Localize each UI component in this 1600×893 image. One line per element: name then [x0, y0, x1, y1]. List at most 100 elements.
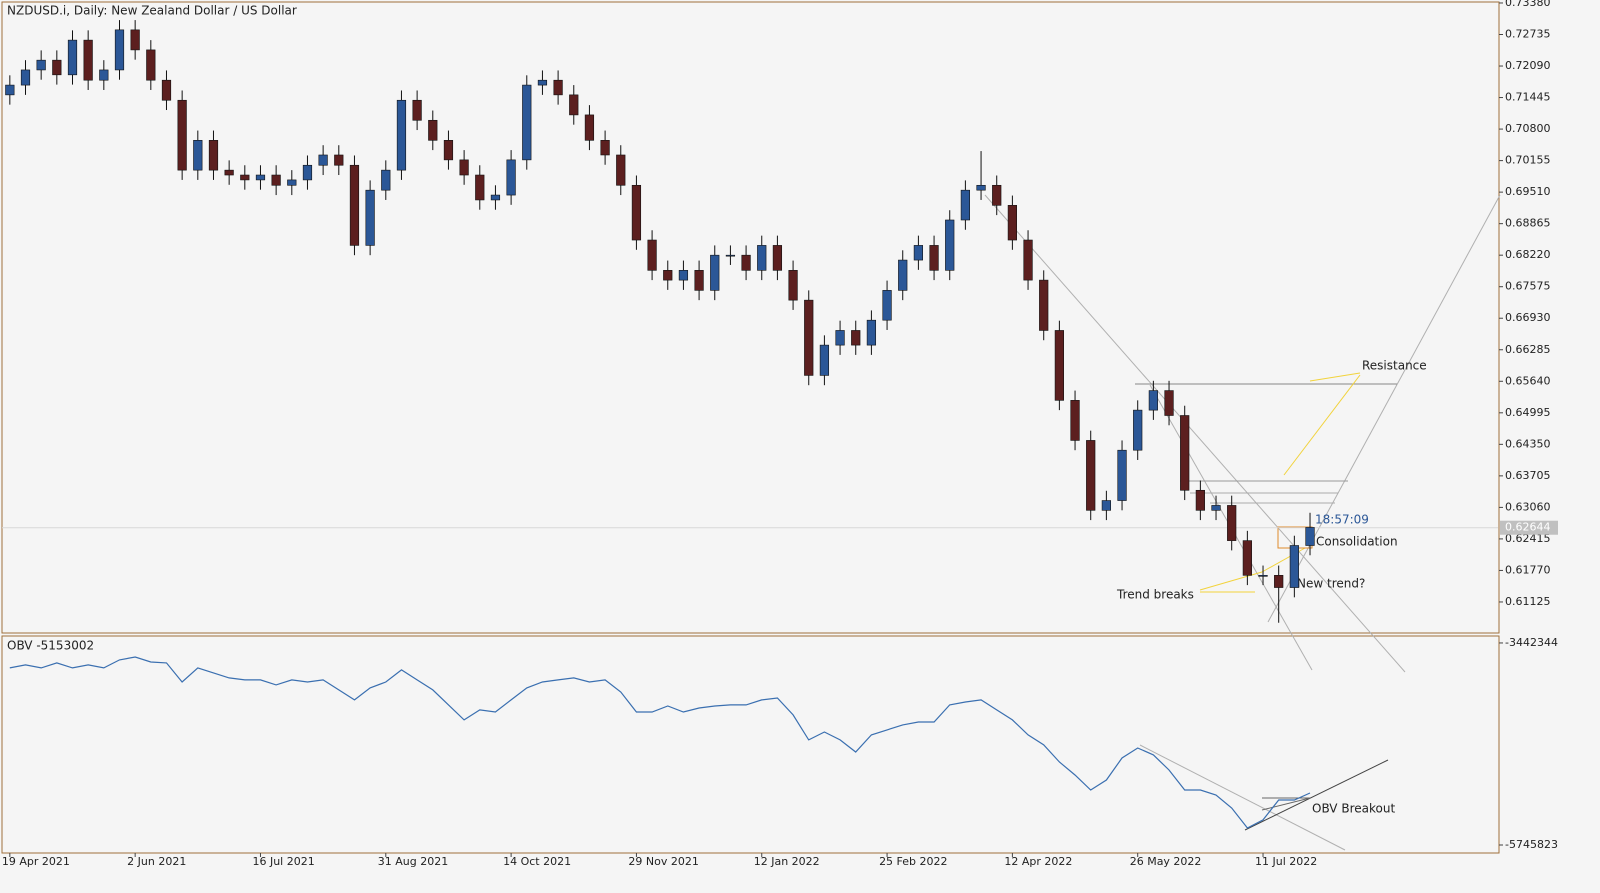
annotation: New trend?: [1297, 577, 1365, 591]
candle-body: [725, 254, 736, 257]
candle-body: [396, 99, 407, 171]
x-tick-label: 2 Jun 2021: [127, 855, 186, 868]
annotation: Trend breaks: [1116, 588, 1194, 602]
axes: 0.73380 0.72735 0.72090 0.71445 0.70800 0.701…: [2, 0, 1558, 868]
candle-body: [20, 69, 31, 86]
x-tick-label: 31 Aug 2021: [378, 855, 448, 868]
price-panel: [1, 1, 1500, 634]
candle-body: [616, 154, 626, 186]
y-tick-label: -3442344: [1505, 636, 1558, 649]
x-tick-label: 29 Nov 2021: [628, 855, 698, 868]
y-tick-label: 0.61770: [1505, 563, 1551, 576]
x-tick-label: 16 Jul 2021: [252, 855, 314, 868]
candle-body: [960, 189, 971, 221]
y-tick-label: -5745823: [1505, 838, 1558, 851]
candle-body: [788, 270, 798, 301]
candle-body: [365, 189, 375, 246]
candle-body: [694, 270, 704, 291]
candle-body: [302, 164, 313, 181]
candle-body: [631, 184, 642, 241]
obv-level: [1261, 797, 1311, 811]
x-tick-label: 25 Feb 2022: [879, 855, 947, 868]
candle-body: [522, 84, 532, 161]
candle-body: [146, 49, 156, 81]
current-price-label: 0.62644: [1505, 521, 1551, 534]
candle-body: [913, 245, 924, 261]
candle-body: [741, 254, 751, 271]
candle-body: [114, 29, 125, 71]
y-tick-label: 0.72735: [1505, 28, 1551, 41]
candle-body: [1258, 575, 1268, 577]
candle-body: [1180, 415, 1190, 491]
candle-body: [757, 245, 767, 271]
candle-body: [177, 99, 187, 171]
annotation: OBV Breakout: [1312, 802, 1395, 816]
x-tick-label: 26 May 2022: [1130, 855, 1202, 868]
candle-body: [1148, 390, 1158, 411]
candle-body: [99, 69, 109, 81]
x-tick-label: 12 Jan 2022: [754, 855, 820, 868]
candle-body: [647, 239, 657, 271]
candle-body: [1305, 527, 1315, 546]
candle-body: [882, 290, 892, 321]
candle-body: [490, 194, 501, 201]
x-tick-label: 11 Jul 2022: [1255, 855, 1317, 868]
bar-timer: 18:57:09: [1315, 513, 1369, 527]
y-tick-label: 0.64350: [1505, 437, 1551, 450]
annotation: Resistance: [1362, 359, 1427, 373]
candle-body: [1007, 205, 1017, 241]
x-tick-label: 14 Oct 2021: [503, 855, 571, 868]
candle-body: [412, 99, 422, 121]
candle-body: [334, 154, 344, 166]
candle-body: [130, 29, 140, 51]
candle-body: [569, 94, 579, 116]
candle-body: [224, 169, 234, 176]
candle-body: [553, 79, 563, 96]
y-tick-label: 0.68220: [1505, 248, 1551, 261]
candle-body: [1274, 575, 1284, 588]
candle-body: [678, 270, 689, 281]
candles: 0.62644: [2, 20, 1558, 623]
chart-title: NZDUSD.i, Daily: New Zealand Dollar / US…: [7, 4, 297, 18]
x-tick-label: 12 Apr 2022: [1004, 855, 1072, 868]
candle-body: [255, 174, 266, 181]
candle-body: [835, 330, 845, 346]
y-tick-label: 0.66930: [1505, 311, 1551, 324]
candle-body: [287, 179, 297, 186]
y-tick-label: 0.67575: [1505, 280, 1551, 293]
pointer: [1283, 374, 1361, 476]
candle-body: [1086, 440, 1096, 511]
y-tick-label: 0.63705: [1505, 469, 1551, 482]
candle-body: [898, 259, 908, 291]
obv-trend-line: [1244, 759, 1389, 831]
candle-body: [475, 174, 485, 201]
obv-trend-line: [1139, 744, 1346, 851]
indicator-title: OBV -5153002: [7, 639, 94, 653]
candle-body: [1227, 505, 1237, 541]
candle-body: [161, 79, 172, 101]
candle-body: [945, 219, 955, 271]
y-tick-label: 0.69510: [1505, 185, 1551, 198]
candle-body: [381, 169, 391, 191]
pointer: [1309, 372, 1361, 382]
candle-body: [600, 140, 610, 156]
candle-body: [584, 114, 595, 141]
candle-body: [1289, 545, 1299, 588]
candle-body: [1070, 400, 1080, 441]
y-tick-label: 0.65640: [1505, 374, 1551, 387]
candle-body: [866, 319, 877, 346]
candle-body: [772, 245, 783, 271]
candle-body: [318, 154, 328, 166]
y-tick-label: 0.70155: [1505, 154, 1551, 167]
candle-body: [193, 140, 203, 171]
candle-body: [83, 39, 93, 81]
current-price-box: [1500, 520, 1558, 535]
obv-line: [9, 656, 1311, 829]
y-tick-label: 0.66285: [1505, 343, 1551, 356]
candle-body: [1039, 279, 1049, 331]
candle-body: [1242, 540, 1252, 576]
y-tick-label: 0.62415: [1505, 532, 1551, 545]
candle-body: [271, 174, 281, 186]
candle-body: [976, 184, 986, 191]
